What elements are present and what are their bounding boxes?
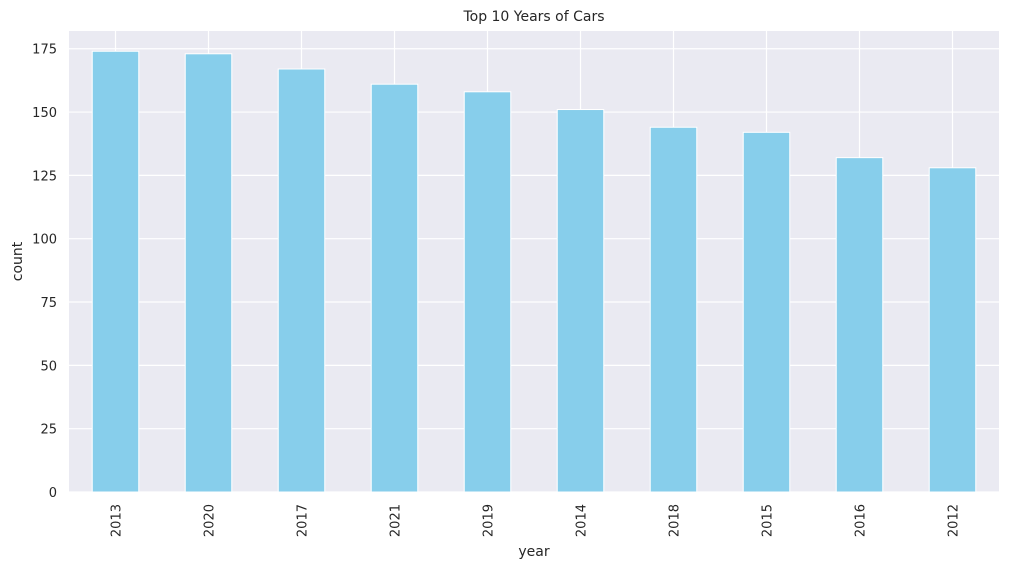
y-tick-label: 125 xyxy=(32,169,57,184)
bar-2017 xyxy=(277,68,326,493)
bar-2016 xyxy=(835,157,884,493)
chart-title: Top 10 Years of Cars xyxy=(462,9,604,25)
x-tick-label: 2019 xyxy=(482,504,497,537)
bars xyxy=(91,50,977,493)
x-tick-label: 2018 xyxy=(668,504,683,537)
y-tick-label: 100 xyxy=(32,233,57,248)
x-tick-label: 2012 xyxy=(947,504,962,537)
x-tick-labels: 2013 2020 2017 2021 2019 2014 2018 2015 2016 2012 xyxy=(110,504,962,537)
y-tick-label: 175 xyxy=(32,43,57,58)
x-tick-label: 2013 xyxy=(110,504,125,537)
bar-2014 xyxy=(556,109,605,493)
x-tick-label: 2020 xyxy=(203,504,218,537)
y-tick-label: 75 xyxy=(40,296,57,311)
bar-2021 xyxy=(370,83,419,493)
x-tick-label: 2021 xyxy=(389,504,404,537)
bar-2012 xyxy=(928,167,977,493)
y-tick-label: 0 xyxy=(49,486,57,501)
x-tick-label: 2014 xyxy=(575,504,590,537)
y-tick-labels: 0 25 50 75 100 125 150 175 xyxy=(32,43,57,501)
bar-2015 xyxy=(742,131,791,493)
y-tick-label: 25 xyxy=(40,423,57,438)
y-axis-label: count xyxy=(10,241,26,281)
x-axis-label: year xyxy=(518,544,549,560)
x-tick-label: 2016 xyxy=(854,504,869,537)
bar-2020 xyxy=(184,53,233,493)
x-tick-label: 2015 xyxy=(761,504,776,537)
y-tick-label: 50 xyxy=(40,359,57,374)
bar-2013 xyxy=(91,50,140,493)
bar-2019 xyxy=(463,91,512,493)
x-tick-label: 2017 xyxy=(296,504,311,537)
y-tick-label: 150 xyxy=(32,106,57,121)
bar-2018 xyxy=(649,126,698,493)
